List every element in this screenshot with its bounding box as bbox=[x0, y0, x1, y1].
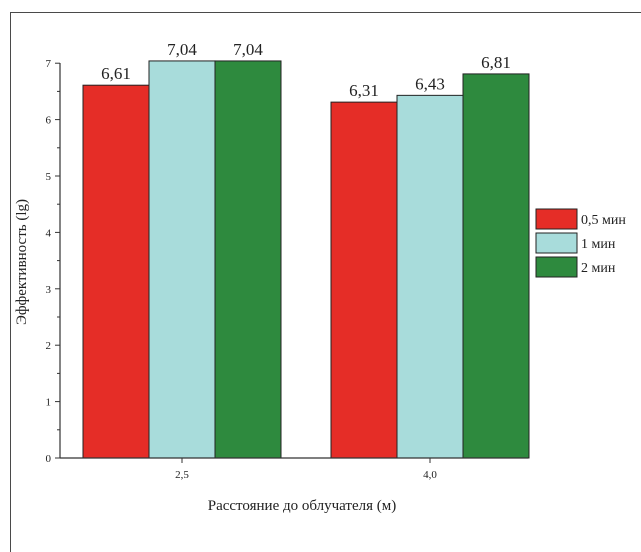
data-label-3-1: 7,04 bbox=[233, 40, 263, 59]
x-axis-title: Расстояние до облучателя (м) bbox=[208, 498, 397, 514]
y-tick-label-1: 1 bbox=[46, 397, 52, 409]
bar-3-2 bbox=[462, 73, 530, 459]
legend-swatch-3 bbox=[535, 256, 578, 278]
data-label-1-2: 6,31 bbox=[349, 81, 379, 100]
data-label-1-1: 6,61 bbox=[101, 64, 131, 83]
y-tick-label-4: 4 bbox=[46, 227, 52, 239]
data-label-3-2: 6,81 bbox=[481, 53, 511, 72]
chart-frame bbox=[10, 12, 641, 552]
y-tick-label-2: 2 bbox=[46, 340, 52, 352]
bar-3-1 bbox=[214, 60, 282, 459]
legend-label-2: 1 мин bbox=[581, 237, 616, 252]
legend-label-1: 0,5 мин bbox=[581, 213, 626, 228]
legend-label-3: 2 мин bbox=[581, 261, 616, 276]
bar-1-2 bbox=[330, 101, 398, 459]
chart: 6,61 6,31 7,04 6,43 7,04 6,81 0 1 2 3 4 5 6 7 2,5 4,0 Р… bbox=[14, 40, 626, 514]
y-tick-label-6: 6 bbox=[46, 115, 52, 127]
bar-1-1 bbox=[82, 84, 150, 459]
y-tick-label-5: 5 bbox=[46, 171, 52, 183]
data-label-2-2: 6,43 bbox=[415, 74, 445, 93]
y-tick-label-7: 7 bbox=[46, 58, 52, 70]
data-label-2-1: 7,04 bbox=[167, 40, 197, 59]
legend: 0,5 мин 1 мин 2 мин bbox=[535, 208, 626, 278]
legend-swatch-2 bbox=[535, 232, 578, 254]
y-tick-label-3: 3 bbox=[46, 284, 52, 296]
axes-layer bbox=[55, 62, 528, 463]
bar-2-1 bbox=[148, 60, 216, 459]
x-tick-label-2: 4,0 bbox=[423, 469, 437, 481]
y-tick-label-0: 0 bbox=[46, 453, 52, 465]
bars-layer bbox=[82, 60, 530, 459]
x-tick-label-1: 2,5 bbox=[175, 469, 189, 481]
y-axis-title: Эффективность (lg) bbox=[14, 199, 30, 325]
bar-2-2 bbox=[396, 94, 464, 459]
labels-layer: 6,61 6,31 7,04 6,43 7,04 6,81 0 1 2 3 4 5 6 7 2,5 4,0 bbox=[46, 40, 511, 481]
legend-swatch-1 bbox=[535, 208, 578, 230]
